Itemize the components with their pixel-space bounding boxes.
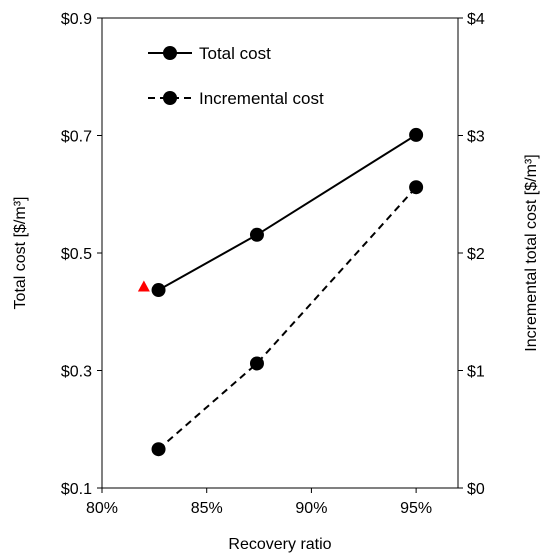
legend-total-cost-label: Total cost xyxy=(199,44,271,63)
legend-incremental-cost-marker xyxy=(163,91,177,105)
x-tick-label: 90% xyxy=(295,500,327,517)
y-right-tick-label: $3 xyxy=(467,129,485,146)
incremental-cost-point xyxy=(249,356,264,371)
x-tick-label: 95% xyxy=(400,500,432,517)
x-tick-label: 80% xyxy=(86,500,118,517)
y-left-tick-label: $0.1 xyxy=(61,481,92,498)
y-left-tick-label: $0.5 xyxy=(61,246,92,263)
y-right-tick-label: $4 xyxy=(467,11,485,28)
y-left-tick-label: $0.3 xyxy=(61,364,92,381)
y-axis-left-title: Total cost [$/m³] xyxy=(12,197,29,310)
total-cost-point xyxy=(409,127,424,142)
y-right-tick-label: $1 xyxy=(467,364,485,381)
y-axis-right-title: Incremental total cost [$/m³] xyxy=(523,154,540,351)
y-left-tick-label: $0.7 xyxy=(61,129,92,146)
x-tick-label: 85% xyxy=(191,500,223,517)
x-axis-title: Recovery ratio xyxy=(228,536,331,553)
incremental-cost-point xyxy=(151,442,166,457)
reference-triangle-point xyxy=(137,280,150,292)
total-cost-point xyxy=(249,227,264,242)
legend-total-cost-marker xyxy=(163,46,177,60)
total-cost-line xyxy=(158,134,417,291)
y-right-tick-label: $2 xyxy=(467,246,485,263)
y-left-tick-label: $0.9 xyxy=(61,11,92,28)
incremental-cost-point xyxy=(409,180,424,195)
incremental-cost-line xyxy=(157,186,417,450)
total-cost-point xyxy=(151,283,166,298)
y-right-tick-label: $0 xyxy=(467,481,485,498)
legend-incremental-cost-label: Incremental cost xyxy=(199,89,324,108)
